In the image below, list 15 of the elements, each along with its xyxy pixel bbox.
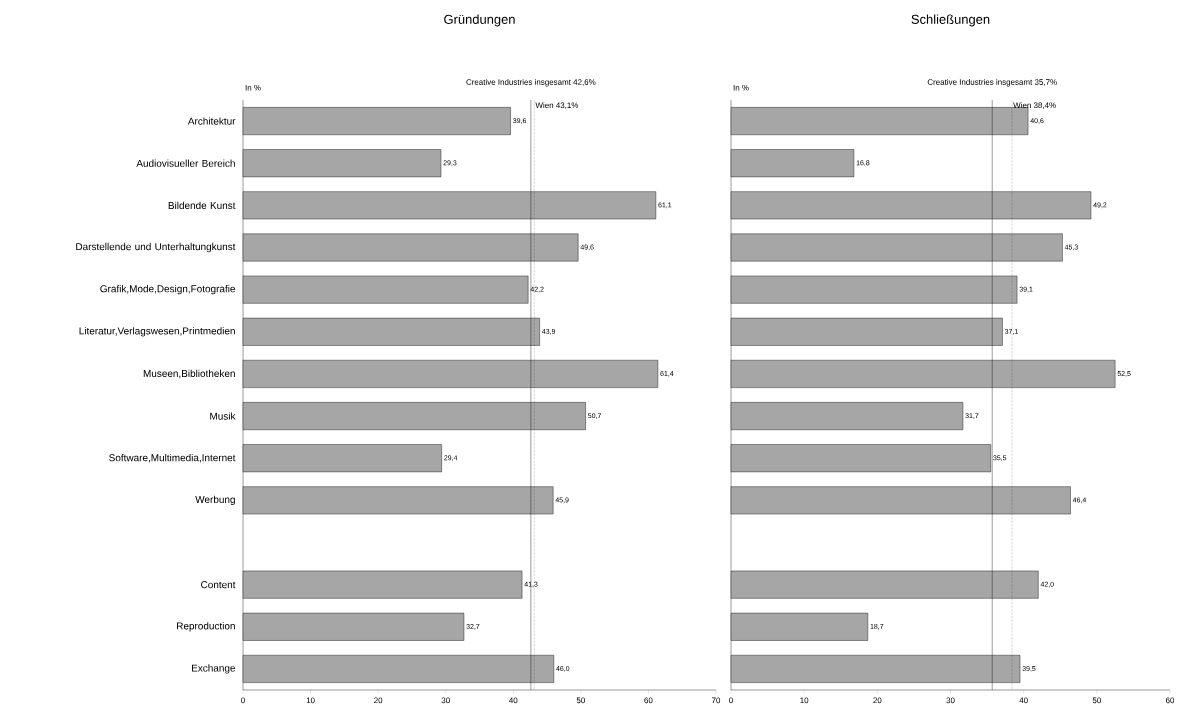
chart-title: Gründungen — [444, 14, 515, 27]
y-tick-label: Audiovisueller Bereich — [136, 159, 235, 167]
y-tick-label: Museen,Bibliotheken — [143, 369, 235, 379]
y-tick-label: Literatur,Verlagswesen,Printmedien — [79, 327, 235, 337]
y-tick-label: Grafik,Mode,Design,Fotografie — [100, 284, 236, 295]
chart-title: Schließungen — [911, 14, 990, 27]
y-tick-label: Darstellende und Unterhaltungkunst — [76, 242, 236, 253]
y-tick-label: Bildende Kunst — [168, 201, 236, 209]
y-tick-label: Musik — [210, 412, 236, 420]
y-tick-label: Exchange — [191, 664, 236, 674]
y-tick-label: Werbung — [195, 495, 235, 505]
y-tick-label: Architektur — [187, 117, 236, 125]
y-tick-label: Content — [201, 581, 236, 589]
y-tick-label: Software,Multimedia,Internet — [109, 453, 236, 463]
y-tick-label: Reproduction — [177, 622, 235, 632]
